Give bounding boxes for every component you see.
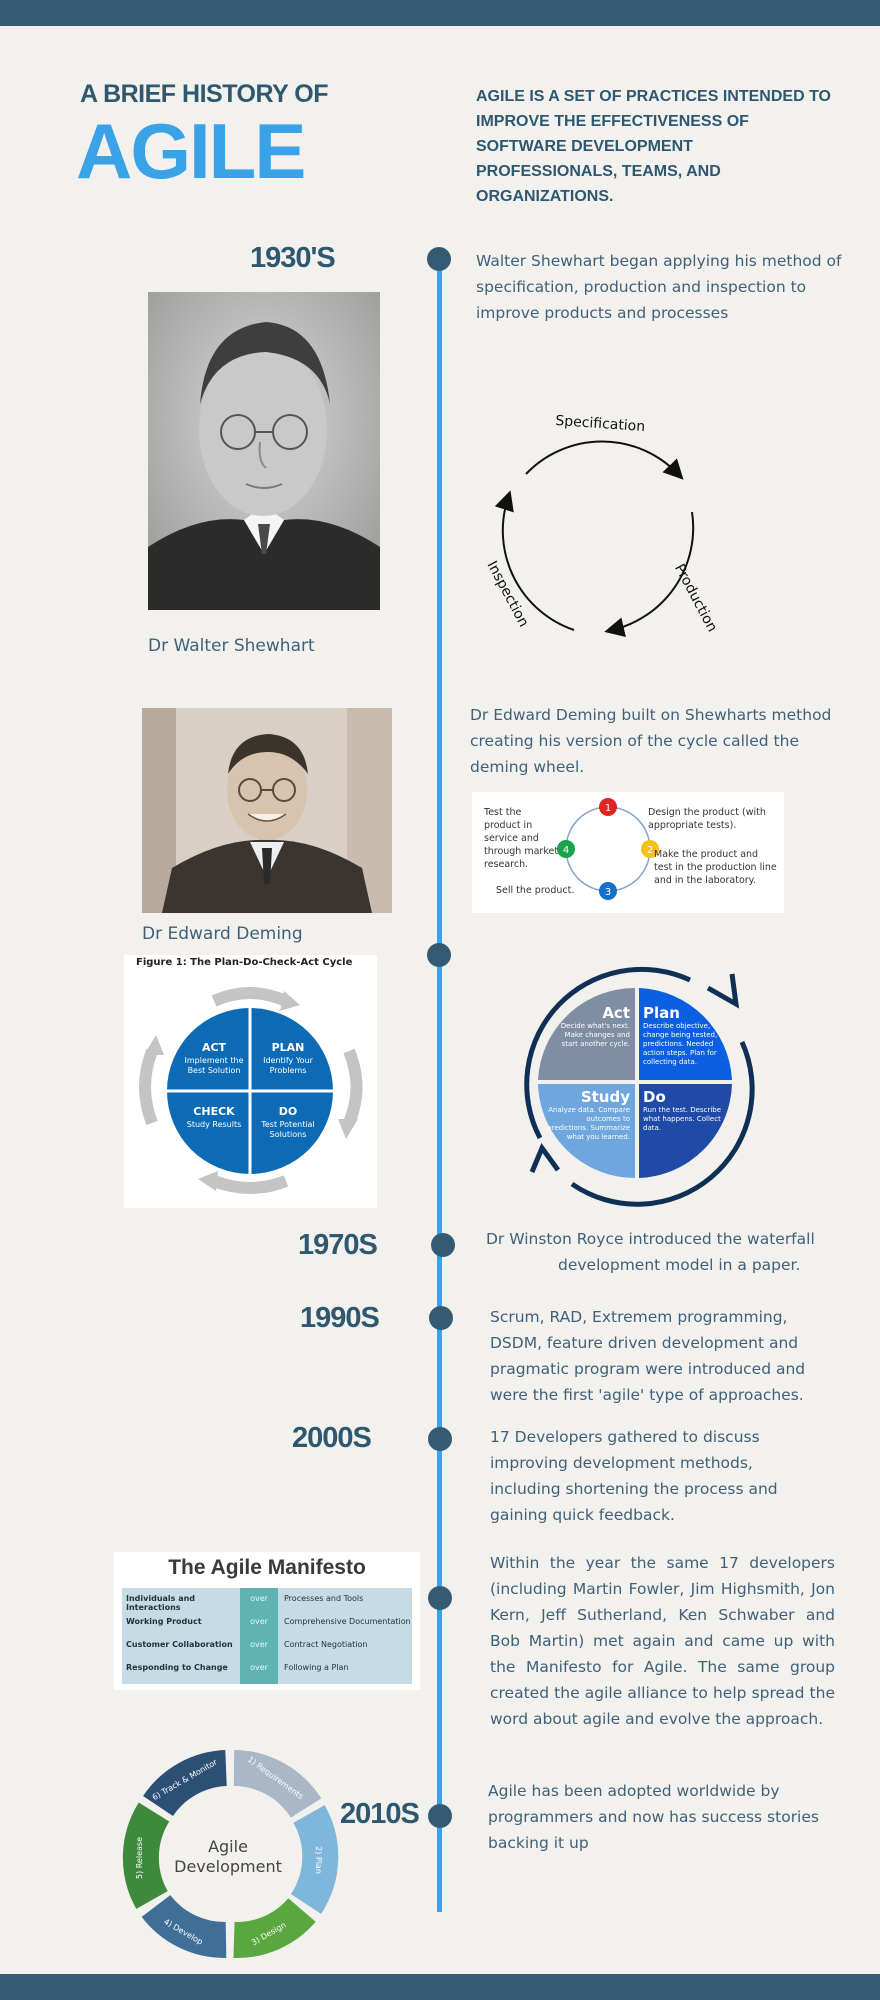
pdsa-do-label: Do	[643, 1088, 666, 1106]
pdsa-do-desc: Run the test. Describe what happens. Col…	[643, 1106, 722, 1132]
wheel-step-2: Make the product and test in the product…	[654, 849, 777, 886]
pdca-do-sub: Test Potential Solutions	[261, 1120, 315, 1139]
manifesto-row-right: Following a Plan	[284, 1663, 349, 1672]
pdca-quadrant-plan: PLAN Identify Your Problems	[256, 1041, 320, 1076]
cycle-center-line1: Agile	[208, 1837, 248, 1856]
pdca-quadrant-do: DO Test Potential Solutions	[256, 1105, 320, 1140]
year-1970s: 1970S	[298, 1229, 378, 1261]
cycle-step-2: 2) Plan	[314, 1846, 323, 1874]
timeline-dot-deming	[427, 943, 451, 967]
manifesto-row: Individuals and Interactions over Proces…	[126, 1594, 416, 1614]
manifesto-row-left: Responding to Change	[126, 1663, 228, 1672]
wheel-number-4: 4	[563, 845, 569, 856]
manifesto-row: Responding to Change over Following a Pl…	[126, 1663, 416, 1683]
pdsa-quadrant-study: Study Analyze data. Compare outcomes to …	[546, 1088, 630, 1142]
wheel-step-1: Design the product (with appropriate tes…	[648, 807, 766, 831]
cycle-center-line2: Development	[174, 1857, 282, 1876]
pdsa-quadrant-do: Do Run the test. Describe what happens. …	[643, 1088, 723, 1133]
wheel-number-2: 2	[647, 845, 653, 856]
wheel-number-3: 3	[605, 887, 611, 898]
year-2010s: 2010S	[340, 1798, 420, 1830]
pdsa-quadrant-plan: Plan Describe objective, change being te…	[643, 1004, 729, 1067]
pdca-do-label: DO	[278, 1105, 298, 1118]
intro-text: AGILE IS A SET OF PRACTICES INTENDED TO …	[476, 88, 831, 205]
wheel-number-1: 1	[605, 803, 611, 814]
cycle-label-production: Production	[671, 561, 720, 634]
cycle-label-specification: Specification	[555, 413, 646, 435]
text-1990s: Scrum, RAD, Extremem programming, DSDM, …	[490, 1308, 806, 1404]
manifesto-row-left: Customer Collaboration	[126, 1640, 233, 1649]
manifesto-title: The Agile Manifesto	[168, 1556, 366, 1579]
manifesto-row: Working Product over Comprehensive Docum…	[126, 1617, 416, 1637]
timeline-dot-1990s	[429, 1306, 453, 1330]
pdca-act-label: ACT	[201, 1041, 227, 1054]
manifesto-row-over: over	[250, 1594, 268, 1603]
agile-manifesto-card: The Agile Manifesto Individuals and Inte…	[114, 1552, 420, 1690]
pdsa-plan-desc: Describe objective, change being tested,…	[643, 1022, 718, 1066]
manifesto-row-right: Comprehensive Documentation	[284, 1617, 411, 1626]
year-1990s: 1990S	[300, 1302, 380, 1334]
timeline-line	[437, 256, 442, 1912]
pdca-check-label: CHECK	[193, 1105, 235, 1118]
text-1930s: Walter Shewhart began applying his metho…	[476, 252, 842, 322]
manifesto-row-left: Individuals and Interactions	[126, 1594, 196, 1612]
pdca-cycle-figure: Figure 1: The Plan-Do-Check-Act Cycle AC…	[124, 955, 377, 1208]
manifesto-row-over: over	[250, 1640, 268, 1649]
pdca-quadrant-act: ACT Implement the Best Solution	[182, 1041, 246, 1076]
shewhart-cycle-diagram: Specification Production Inspection	[470, 400, 730, 650]
top-bar	[0, 0, 880, 26]
timeline-dot-1930s	[427, 247, 451, 271]
pdsa-quadrant-act: Act Decide what's next. Make changes and…	[550, 1004, 630, 1049]
manifesto-row-right: Processes and Tools	[284, 1594, 364, 1603]
manifesto-table: Individuals and Interactions over Proces…	[122, 1588, 412, 1684]
text-1970s-line1: Dr Winston Royce introduced the waterfal…	[486, 1230, 815, 1248]
text-2010s: Agile has been adopted worldwide by prog…	[488, 1782, 819, 1852]
year-2000s: 2000S	[292, 1422, 372, 1454]
pdca-figure-title: Figure 1: The Plan-Do-Check-Act Cycle	[136, 957, 353, 968]
deming-wheel-card: 1 2 3 4 Test the product in service and …	[472, 792, 784, 913]
text-1970s-line2: development model in a paper.	[558, 1256, 801, 1274]
pdsa-plan-label: Plan	[643, 1004, 680, 1022]
pdca-act-sub: Implement the Best Solution	[184, 1056, 244, 1075]
wheel-step-3: Sell the product.	[496, 885, 575, 896]
manifesto-over-column	[240, 1588, 278, 1684]
timeline-dot-2000s	[428, 1427, 452, 1451]
timeline-dot-manifesto	[428, 1586, 452, 1610]
agile-development-cycle: 1) Requirements 2) Plan 3) Design 4) Dev…	[116, 1740, 344, 1968]
manifesto-row-over: over	[250, 1617, 268, 1626]
bottom-bar	[0, 1974, 880, 2000]
caption-walter-shewhart: Dr Walter Shewhart	[148, 636, 315, 656]
photo-edward-deming	[142, 708, 392, 913]
manifesto-row-left: Working Product	[126, 1617, 202, 1626]
year-1930s: 1930'S	[250, 242, 336, 274]
text-2000s: 17 Developers gathered to discuss improv…	[490, 1428, 778, 1524]
page-title: AGILE	[76, 107, 306, 195]
pdca-plan-sub: Identify Your Problems	[263, 1056, 313, 1075]
text-manifesto: Within the year the same 17 developers (…	[490, 1554, 835, 1728]
pdsa-act-desc: Decide what's next. Make changes and sta…	[560, 1022, 630, 1048]
manifesto-row-over: over	[250, 1663, 268, 1672]
pdsa-study-desc: Analyze data. Compare outcomes to predic…	[547, 1106, 630, 1141]
pdsa-study-label: Study	[580, 1088, 630, 1106]
pdca-quadrant-check: CHECK Study Results	[182, 1105, 246, 1130]
cycle-step-5: 5) Release	[135, 1837, 144, 1879]
wheel-step-4: Test the product in service and through …	[484, 807, 559, 870]
timeline-dot-1970s	[431, 1233, 455, 1257]
pdca-check-sub: Study Results	[186, 1120, 242, 1129]
manifesto-row: Customer Collaboration over Contract Neg…	[126, 1640, 416, 1660]
pdca-plan-label: PLAN	[271, 1041, 305, 1054]
text-deming: Dr Edward Deming built on Shewharts meth…	[470, 706, 832, 776]
pre-title: A BRIEF HISTORY OF	[80, 80, 328, 108]
pdsa-act-label: Act	[602, 1004, 630, 1022]
photo-walter-shewhart	[148, 292, 380, 610]
caption-edward-deming: Dr Edward Deming	[142, 924, 303, 944]
timeline-dot-2010s	[428, 1804, 452, 1828]
pdsa-cycle-diagram: Act Decide what's next. Make changes and…	[510, 958, 760, 1208]
manifesto-row-right: Contract Negotiation	[284, 1640, 368, 1649]
